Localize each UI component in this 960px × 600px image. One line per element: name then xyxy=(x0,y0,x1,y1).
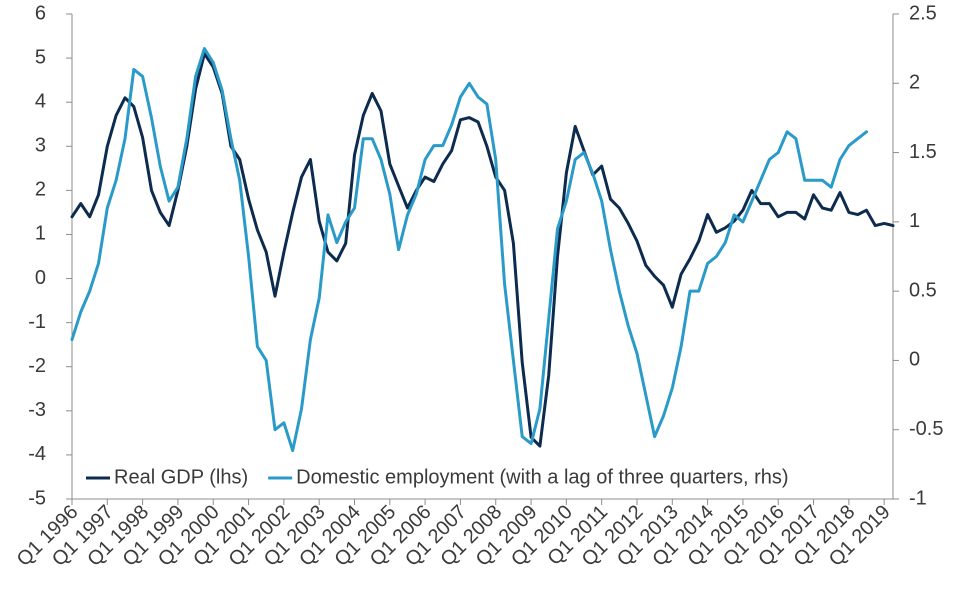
series-line-domestic-employment xyxy=(70,47,868,452)
left-tick-label: -2 xyxy=(28,355,46,377)
left-tick-label: 3 xyxy=(35,135,46,157)
left-tick-label: 5 xyxy=(35,46,46,68)
left-tick-label: 4 xyxy=(35,90,46,112)
right-tick-label: -1 xyxy=(909,487,927,509)
left-tick-label: -5 xyxy=(28,487,46,509)
left-tick-label: 0 xyxy=(35,267,46,289)
legend: Real GDP (lhs) Domestic employment (with … xyxy=(86,466,789,488)
series-line-real-gdp xyxy=(70,52,895,448)
left-tick-label: -1 xyxy=(28,311,46,333)
left-tick-label: -4 xyxy=(28,443,46,465)
left-tick-label: 6 xyxy=(35,2,46,24)
right-tick-label: 0.5 xyxy=(909,279,937,301)
left-tick-label: -3 xyxy=(28,399,46,421)
left-y-axis: -5 -4 -3 -2 -1 0 1 2 3 4 5 6 xyxy=(28,2,73,509)
right-tick-label: 1.5 xyxy=(909,141,937,163)
right-y-axis: -1 -0.5 0 0.5 1 1.5 2 2.5 xyxy=(892,2,943,509)
legend-label: Domestic employment (with a lag of three… xyxy=(296,466,788,488)
series-lines xyxy=(70,47,895,452)
right-tick-label: -0.5 xyxy=(909,418,943,440)
left-tick-label: 1 xyxy=(35,223,46,245)
right-tick-label: 2 xyxy=(909,72,920,94)
right-tick-label: 2.5 xyxy=(909,2,937,24)
legend-label: Real GDP (lhs) xyxy=(114,466,248,488)
right-tick-label: 1 xyxy=(909,210,920,232)
left-tick-label: 2 xyxy=(35,179,46,201)
right-tick-label: 0 xyxy=(909,349,920,371)
